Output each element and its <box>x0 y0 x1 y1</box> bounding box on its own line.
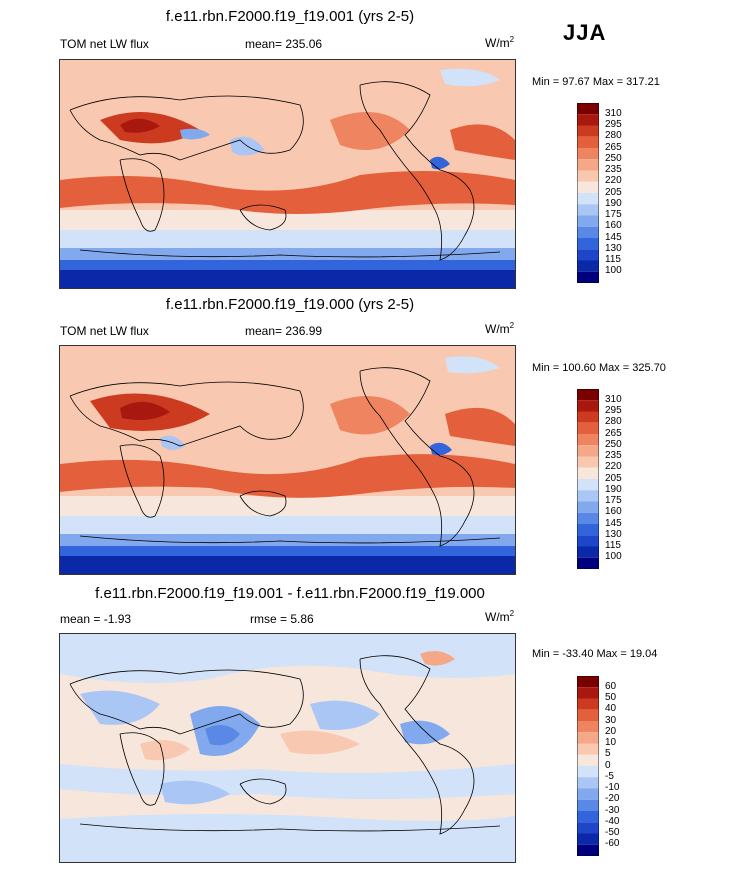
panel1-cbar-label: 220 <box>605 175 622 186</box>
panel1-cbar-label: 175 <box>605 209 622 220</box>
panel1-cbar-label: 280 <box>605 130 622 141</box>
panel2-cbar-label: 115 <box>605 540 621 551</box>
panel3-cbar-label: -60 <box>605 838 620 849</box>
panel3-cbar-label: -10 <box>605 782 620 793</box>
panel2-cbar-label: 250 <box>605 439 622 450</box>
panel1-cbar-label: 265 <box>605 142 622 153</box>
panel3-title: f.e11.rbn.F2000.f19_f19.001 - f.e11.rbn.… <box>95 585 485 602</box>
panel2-cbar-label: 160 <box>605 506 622 517</box>
panel2-cbar-label: 295 <box>605 405 622 416</box>
panel2-cbar-label: 130 <box>605 529 622 540</box>
panel2-colorbar: 310 295 280 265 250 235 220 205 190 175 … <box>576 388 622 570</box>
panel3-map <box>59 633 516 863</box>
panel1-minmax: Min = 97.67 Max = 317.21 <box>532 76 660 88</box>
panel1-left-label: TOM net LW flux <box>60 37 149 51</box>
panel1-cbar-label: 295 <box>605 119 622 130</box>
panel2-cbar-label: 100 <box>605 551 622 562</box>
panel1-map-svg <box>60 60 515 288</box>
panel1-cbar-label: 130 <box>605 243 622 254</box>
panel1-colorbar: 310 295 280 265 250 235 220 205 190 175 … <box>576 102 622 284</box>
panel2-cbar-label: 280 <box>605 416 622 427</box>
panel3-rmse-label: rmse = 5.86 <box>250 612 314 626</box>
panel3-units: W/m2 <box>485 609 515 624</box>
panel3-map-svg <box>60 634 515 862</box>
panel3-cbar-label: 5 <box>605 748 611 759</box>
panel1-title: f.e11.rbn.F2000.f19_f19.001 (yrs 2-5) <box>165 8 415 25</box>
panel2-cbar-label: 235 <box>605 450 622 461</box>
panel2-cbar-label: 205 <box>605 473 622 484</box>
panel2-cbar-label: 145 <box>605 518 622 529</box>
panel3-cbar-label: -30 <box>605 805 620 816</box>
panel2-map <box>59 345 516 575</box>
panel3-cbar-label: 10 <box>605 737 617 748</box>
panel1-cbar-label: 310 <box>605 108 622 119</box>
panel2-colorbar-svg <box>576 388 600 570</box>
panel3-cbar-label: -50 <box>605 827 620 838</box>
season-label: JJA <box>563 20 607 45</box>
panel1-cbar-label: 100 <box>605 265 622 276</box>
panel2-mean-label: mean= 236.99 <box>245 324 323 338</box>
panel3-cbar-label: 20 <box>605 726 617 737</box>
panel3-mean-label: mean = -1.93 <box>60 612 132 626</box>
panel2-cbar-label: 175 <box>605 495 622 506</box>
panel2-left-label: TOM net LW flux <box>60 324 149 338</box>
panel1-cbar-label: 250 <box>605 153 622 164</box>
panel3-cbar-label: -20 <box>605 793 620 804</box>
panel1-units: W/m2 <box>485 35 515 50</box>
panel2-minmax: Min = 100.60 Max = 325.70 <box>532 362 666 374</box>
panel3-cbar-label: 50 <box>605 692 617 703</box>
panel1-mean-label: mean= 235.06 <box>245 37 323 51</box>
panel3-minmax: Min = -33.40 Max = 19.04 <box>532 648 658 660</box>
panel2-cbar-label: 265 <box>605 428 622 439</box>
panel3-colorbar-svg <box>576 675 600 857</box>
panel3-cbar-label: 40 <box>605 703 617 714</box>
panel3-cbar-label: -40 <box>605 816 620 827</box>
panel1-cbar-label: 160 <box>605 220 622 231</box>
panel1-cbar-label: 205 <box>605 187 622 198</box>
panel3-cbar-label: 30 <box>605 715 617 726</box>
panel3-cbar-label: -5 <box>605 771 614 782</box>
panel1-colorbar-svg <box>576 102 600 284</box>
panel2-title: f.e11.rbn.F2000.f19_f19.000 (yrs 2-5) <box>165 296 415 313</box>
panel1-cbar-label: 115 <box>605 254 621 265</box>
panel2-units: W/m2 <box>485 321 515 336</box>
panel1-cbar-label: 235 <box>605 164 622 175</box>
panel3-cbar-label: 0 <box>605 760 611 771</box>
panel3-colorbar: 60 50 40 30 20 10 5 0 -5 -10 -20 -30 -40… <box>576 675 619 857</box>
panel2-cbar-label: 310 <box>605 394 622 405</box>
panel1-cbar-label: 190 <box>605 198 622 209</box>
panel2-map-svg <box>60 346 515 574</box>
panel1-cbar-label: 145 <box>605 232 622 243</box>
panel2-cbar-label: 190 <box>605 484 622 495</box>
panel2-cbar-label: 220 <box>605 461 622 472</box>
panel1-map <box>59 59 516 289</box>
panel3-cbar-label: 60 <box>605 681 617 692</box>
